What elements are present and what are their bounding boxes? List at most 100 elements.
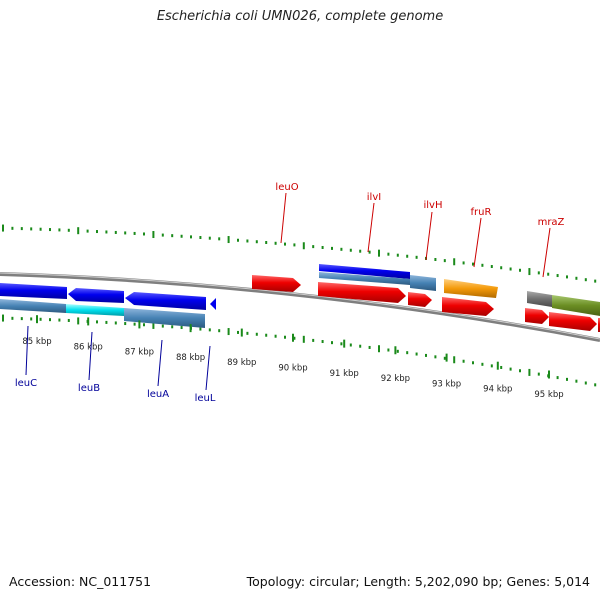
gene-label-leuA[interactable]: leuA [147,389,169,400]
gc-skew-mark [161,324,164,328]
gc-skew-mark [171,325,174,329]
gc-skew-mark [331,341,333,345]
gc-skew-mark [2,224,4,232]
gene-mraZ-b[interactable] [549,312,597,331]
gene-leuB[interactable] [68,288,124,303]
gc-skew-mark [443,356,446,360]
gc-skew-mark [434,355,437,359]
cds-fruR[interactable] [444,279,498,298]
kbp-tick [189,324,192,333]
gc-skew-mark [359,249,362,253]
gc-skew-mark [2,314,4,322]
gene-leuA[interactable] [125,292,206,310]
gene-mraZ-a[interactable] [525,308,549,324]
gene-label-mraZ[interactable]: mraZ [538,217,565,228]
gene-fruR[interactable] [442,297,494,316]
gc-skew-mark [274,241,277,245]
gene-label-ilvH[interactable]: ilvH [424,200,443,211]
kbp-tick-label: 87 kbp [125,348,154,358]
reverse-strand-genes [0,264,410,310]
gene-ilvI-reverse[interactable] [319,264,410,279]
gene-label-leuB[interactable]: leuB [78,383,100,394]
gc-skew-mark [594,279,597,283]
gc-skew-mark [246,239,249,243]
gc-skew-mark [246,331,249,335]
gc-skew-mark [105,320,108,324]
gene-label-leuO[interactable]: leuO [275,182,298,193]
gc-skew-mark [481,362,484,366]
gc-skew-mark [321,340,324,344]
gc-skew-mark [20,317,23,321]
gene-label-fruR[interactable]: fruR [471,207,492,218]
cds-leuB[interactable] [66,304,124,316]
gc-skew-mark [453,356,456,364]
gene-ilvI[interactable] [318,282,406,303]
gc-skew-mark [265,240,268,244]
gc-skew-mark [302,242,305,250]
gc-skew-mark [406,351,409,355]
gene-label-leuC[interactable]: leuC [15,378,37,389]
cds-features [0,272,600,328]
kbp-tick [445,353,448,362]
gc-skew-mark [171,234,174,238]
gene-labels-top: leuO ilvI ilvH fruR mraZ [275,182,565,278]
gc-skew-mark [143,232,145,236]
gc-skew-mark [133,322,136,326]
kbp-tick [138,320,141,329]
kbp-tick-label: 85 kbp [22,337,51,347]
gc-skew-mark [462,261,465,265]
gc-skew-mark [77,227,80,235]
kbp-tick-label: 94 kbp [483,385,512,395]
cds-mraZ-olive[interactable] [552,295,600,316]
gc-skew-mark [453,258,456,266]
gc-skew-mark [255,332,258,336]
gc-skew-mark [349,248,352,252]
gene-label-ilvI[interactable]: ilvI [367,192,381,203]
gc-skew-mark [537,372,540,376]
gc-skew-mark [425,353,427,357]
gc-skew-mark [227,328,230,336]
gc-skew-mark [67,318,70,322]
gc-skew-mark [321,245,324,249]
gc-skew-mark [190,235,192,239]
gc-skew-mark [143,323,145,327]
gc-skew-mark [340,247,343,251]
kbp-tick-label: 89 kbp [227,358,256,368]
kbp-tick [496,361,499,370]
gc-skew-mark [124,322,127,326]
kbp-tick-label: 86 kbp [74,342,103,352]
gc-skew-mark [481,263,484,267]
gc-skew-mark [30,317,33,321]
gc-skew-mark [490,364,493,368]
gc-skew-mark [208,236,211,240]
gc-skew-mark [387,348,390,352]
gene-leuO[interactable] [252,275,301,292]
gc-skew-mark [58,318,61,322]
cds-ilvH[interactable] [410,275,436,291]
gc-skew-mark [39,317,42,321]
gc-skew-mark [237,238,239,242]
gc-skew-mark [302,335,305,343]
gene-leuL[interactable] [210,298,216,310]
gc-skew-mark [519,268,521,272]
gene-ilvH[interactable] [408,292,432,307]
accession-text: Accession: NC_011751 [9,574,152,589]
gc-skew-mark [387,252,390,256]
gc-skew-mark [284,242,286,246]
kbp-tick-label: 91 kbp [330,369,359,379]
gc-skew-mark [415,352,418,356]
cds-leuA[interactable] [124,308,205,328]
gc-skew-mark [152,231,155,239]
gc-skew-mark [284,335,286,339]
kbp-tick-label: 88 kbp [176,353,205,363]
kbp-tick [292,333,294,342]
gc-skew-mark [67,228,70,232]
cds-mraZ-gray[interactable] [527,291,552,307]
gene-label-leuL[interactable]: leuL [195,393,216,404]
cds-ilvI[interactable] [319,272,410,285]
gc-skew-mark [58,228,61,232]
gene-leuC[interactable] [0,283,67,299]
cds-leuC[interactable] [0,299,66,313]
kbp-tick [87,317,90,326]
